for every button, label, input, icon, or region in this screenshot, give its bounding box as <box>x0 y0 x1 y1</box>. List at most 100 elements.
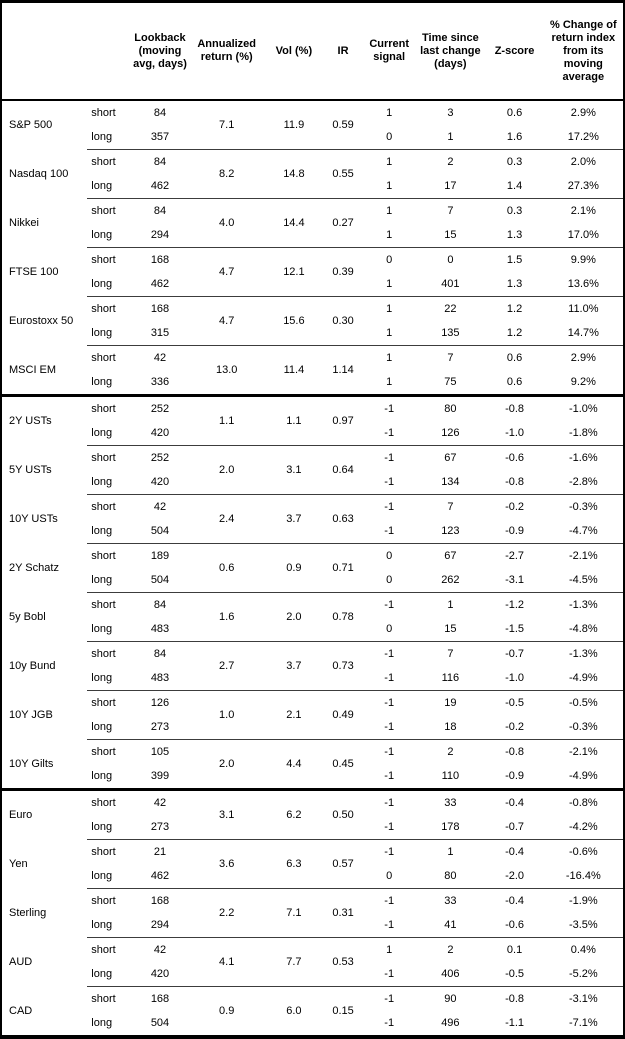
ir-value: 0.39 <box>322 247 364 297</box>
pct-change-value: 2.0% <box>543 149 624 174</box>
asset-name: Eurostoxx 50 <box>9 315 74 327</box>
lookback-value: 84 <box>131 592 189 617</box>
lookback-value: 504 <box>150 1017 170 1029</box>
asset-name: 2Y USTs <box>1 394 88 446</box>
time-value: 2 <box>415 739 486 764</box>
annualized-return-value: 1.1 <box>188 394 265 446</box>
pct-change-value: -4.5% <box>568 574 598 586</box>
horizon-label: short <box>87 296 132 321</box>
asset-row-short: CAD short 168 0.9 6.0 0.15 -1 90 -0.8 -3… <box>1 986 624 1037</box>
horizon-label: long <box>91 770 113 782</box>
pct-change-value: 17.0% <box>567 229 599 241</box>
signal-value: -1 <box>363 592 416 617</box>
time-value: 80 <box>415 394 486 421</box>
asset-row-short: Euro short 42 3.1 6.2 0.50 -1 33 -0.4 -0… <box>1 788 624 840</box>
horizon-label: long <box>91 476 113 488</box>
pct-change-value: 2.1% <box>543 198 624 223</box>
header-row: Lookback (moving avg, days) Annualized r… <box>1 1 624 101</box>
zscore-value: 1.2 <box>506 327 523 339</box>
header-time-since: Time since last change (days) <box>415 1 486 101</box>
time-value: 33 <box>415 888 486 913</box>
horizon-label: short <box>87 937 132 962</box>
zscore-value: -0.6 <box>505 919 525 931</box>
lookback-value: 420 <box>150 968 170 980</box>
horizon-label: short <box>87 198 132 223</box>
horizon-label: short <box>87 247 132 272</box>
vol-value: 1.1 <box>264 394 323 446</box>
horizon-label: short <box>87 149 132 174</box>
pct-change-value: -1.3% <box>543 641 624 666</box>
horizon-label: short <box>87 888 132 913</box>
asset-row-short: Nasdaq 100 short 84 8.2 14.8 0.55 1 2 0.… <box>1 149 624 199</box>
header-pct-change-label: % Change of return index from its moving… <box>550 18 617 83</box>
pct-change-value: -1.9% <box>543 888 624 913</box>
zscore-value: -0.2 <box>485 494 544 519</box>
horizon-label: short <box>87 739 132 764</box>
lookback-value: 84 <box>131 149 189 174</box>
asset-name: S&P 500 <box>9 119 53 132</box>
zscore-value: 1.5 <box>485 247 544 272</box>
vol-value: 4.4 <box>264 739 323 790</box>
time-value: 67 <box>415 445 486 470</box>
signal-value: -1 <box>363 739 416 764</box>
annualized-return-value: 0.6 <box>188 543 265 593</box>
lookback-value: 252 <box>131 445 189 470</box>
lookback-value: 42 <box>131 788 189 815</box>
time-value: 7 <box>415 494 486 519</box>
horizon-label: short <box>87 345 132 370</box>
vol-value: 6.3 <box>264 839 323 889</box>
vol-value: 3.7 <box>264 494 323 544</box>
zscore-value: -1.0 <box>505 672 525 684</box>
ir-value: 0.97 <box>322 394 364 446</box>
time-value: 17 <box>444 180 457 192</box>
annualized-return-value: 13.0 <box>188 345 265 396</box>
horizon-label: long <box>91 131 113 143</box>
asset-name: Yen <box>9 858 28 870</box>
horizon-label: short <box>87 986 132 1011</box>
vol-value: 11.9 <box>283 119 305 131</box>
ir-value: 0.59 <box>332 119 354 131</box>
zscore-value: -0.2 <box>505 721 525 733</box>
asset-name: Euro <box>1 788 88 840</box>
annualized-return-value: 2.7 <box>188 641 265 691</box>
horizon-label: short <box>87 543 132 568</box>
zscore-value: -0.8 <box>505 476 525 488</box>
asset-row-short: 5Y USTs short 252 2.0 3.1 0.64 -1 67 -0.… <box>1 445 624 495</box>
annualized-return-value: 2.4 <box>188 494 265 544</box>
signal-value: 1 <box>363 149 416 174</box>
time-value: 19 <box>415 690 486 715</box>
pct-change-value: 9.9% <box>543 247 624 272</box>
signal-value: -1 <box>384 821 395 833</box>
asset-row-short: 10Y JGB short 126 1.0 2.1 0.49 -1 19 -0.… <box>1 690 624 740</box>
horizon-label: short <box>91 107 116 119</box>
signal-value: 1 <box>386 327 393 339</box>
lookback-value: 357 <box>150 131 170 143</box>
asset-row-short: 10Y USTs short 42 2.4 3.7 0.63 -1 7 -0.2… <box>1 494 624 544</box>
horizon-label: long <box>91 427 113 439</box>
lookback-value: 189 <box>131 543 189 568</box>
signal-value: 1 <box>386 180 393 192</box>
time-value: 18 <box>444 721 457 733</box>
header-annualized-return: Annualized return (%) <box>188 1 265 101</box>
asset-row-short: 2Y USTs short 252 1.1 1.1 0.97 -1 80 -0.… <box>1 394 624 446</box>
asset-name: 10Y Gilts <box>9 757 54 770</box>
asset-row-long: long 420 -1 126 -1.0 -1.8% <box>1 421 624 446</box>
lookback-value: 21 <box>131 839 189 864</box>
pct-change-value: -2.1% <box>543 739 624 764</box>
time-value: 110 <box>441 770 460 782</box>
signal-value: -1 <box>363 641 416 666</box>
header-ir-label: IR <box>337 44 349 57</box>
asset-row-short: FTSE 100 short 168 4.7 12.1 0.39 0 0 1.5… <box>1 247 624 297</box>
ir-value: 0.31 <box>322 888 364 938</box>
asset-row-short: Sterling short 168 2.2 7.1 0.31 -1 33 -0… <box>1 888 624 938</box>
time-value: 123 <box>441 525 460 537</box>
ir-value: 0.78 <box>322 592 364 642</box>
signal-value: -1 <box>363 888 416 913</box>
time-value: 262 <box>441 574 460 586</box>
lookback-value: 462 <box>150 870 170 882</box>
vol-value: 15.6 <box>264 296 323 346</box>
asset-name: 10y Bund <box>9 660 56 672</box>
annualized-return-value: 2.0 <box>188 445 265 495</box>
ir-value: 0.49 <box>322 690 364 740</box>
asset-row-long: long 420 -1 134 -0.8 -2.8% <box>1 470 624 495</box>
